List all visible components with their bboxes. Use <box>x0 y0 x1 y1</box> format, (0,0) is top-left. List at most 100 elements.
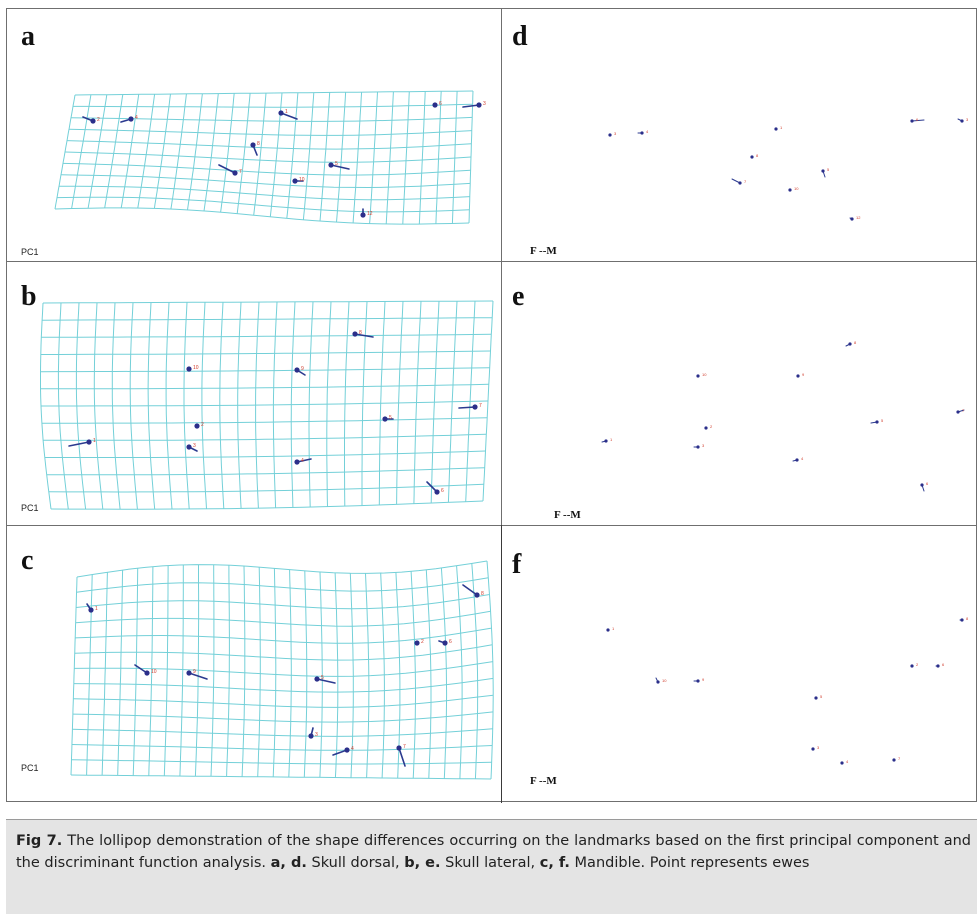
grid-column-line <box>456 565 463 779</box>
lollipop-dot <box>848 342 852 346</box>
landmark-number: 6 <box>449 639 452 645</box>
fm-label-f: F --M <box>530 775 557 787</box>
grid-row-line <box>74 644 493 661</box>
grid-row-line <box>71 759 492 765</box>
landmark-number: 7 <box>239 169 242 175</box>
lollipop-dot <box>788 188 792 192</box>
caption-ref-3: c, f. <box>539 855 570 871</box>
grid-column-line <box>410 571 416 779</box>
grid-row-line <box>64 151 472 163</box>
panel-letter-c: c <box>21 545 34 576</box>
landmark-number: 3 <box>315 732 318 738</box>
lollipop-stick <box>462 584 478 596</box>
grid-column-line <box>272 568 277 777</box>
lollipop-dot <box>88 607 94 613</box>
grid-row-line <box>40 350 491 355</box>
landmark-number: 4 <box>135 115 138 121</box>
landmark-number: 5 <box>820 694 823 699</box>
landmark-number: 4 <box>846 759 849 764</box>
grid-lines <box>70 560 494 780</box>
grid-row-line <box>46 467 485 476</box>
landmark-number: 4 <box>646 129 649 134</box>
landmark-number: 2 <box>97 117 100 123</box>
landmark-number: 4 <box>301 458 304 464</box>
lollipop-dot <box>352 331 358 337</box>
landmark-number: 5 <box>335 161 338 167</box>
caption-text-4: Mandible. Point represents ewes <box>569 855 810 871</box>
grid-column-line <box>303 570 308 778</box>
landmark-number: 8 <box>966 616 969 621</box>
grid-row-line <box>76 560 488 578</box>
grid-column-line <box>75 302 87 510</box>
lollipop-dot <box>144 670 150 676</box>
grid-column-line <box>435 91 442 224</box>
grid-row-line <box>41 400 489 407</box>
grid-column-line <box>71 94 92 209</box>
grid-lines <box>40 300 494 510</box>
landmark-number: 6 <box>441 488 444 494</box>
landmark-number: 5 <box>827 167 830 172</box>
landmark-number: 1 <box>93 438 96 444</box>
lollipop-dot <box>960 119 964 123</box>
grid-column-line <box>93 302 104 510</box>
grid-column-line <box>57 302 69 510</box>
panel-letter-d: d <box>512 21 528 52</box>
lollipop-dot <box>840 761 844 765</box>
grid-column-line <box>349 573 354 778</box>
landmark-number: 10 <box>662 678 667 683</box>
landmark-number: 4 <box>801 456 804 461</box>
grid-column-line <box>286 92 299 219</box>
grid-column-line <box>253 93 267 216</box>
lollipop-dot <box>432 102 438 108</box>
grid-column-line <box>187 93 203 210</box>
grid-row-line <box>71 744 493 751</box>
lollipop-dot <box>956 410 960 414</box>
lollipop-stick <box>330 164 350 170</box>
lollipop-dot <box>656 680 660 684</box>
lollipop-dot <box>414 640 420 646</box>
lollipop-dot <box>738 181 742 185</box>
landmark-number: 8 <box>756 153 759 158</box>
grid-column-line <box>447 301 458 503</box>
grid-column-line <box>255 301 260 509</box>
landmark-number: 8 <box>854 340 857 345</box>
lollipop-dot <box>186 670 192 676</box>
landmark-number: 12 <box>856 215 861 220</box>
grid-column-line <box>430 301 440 504</box>
grid-row-line <box>74 90 474 96</box>
grid-row-line <box>50 500 484 510</box>
panel-e-skull-lateral-dfa: 8 10 9 2 3 1 5 7 4 6 e F --M <box>502 271 977 525</box>
figure-caption: Fig 7. The lollipop demonstration of the… <box>6 819 977 914</box>
landmark-number: 3 <box>817 745 820 750</box>
panel-letter-b: b <box>21 281 37 312</box>
caption-text-3: Skull lateral, <box>440 855 540 871</box>
grid-column-line <box>486 560 494 780</box>
lollipop-stick <box>280 112 298 120</box>
grid-row-line <box>76 594 490 610</box>
grid-column-line <box>269 92 283 217</box>
grid-column-line <box>101 572 108 776</box>
panel-letter-f: f <box>512 549 522 580</box>
grid-row-line <box>66 140 472 150</box>
lollipop-dot <box>314 676 320 682</box>
lollipop-dot <box>186 444 192 450</box>
panel-a-skull-dorsal-pc1: 2 4 1 8 7 10 5 6 3 12 a PC1 <box>7 9 501 261</box>
grid-row-line <box>42 300 494 304</box>
grid-column-line <box>203 93 219 212</box>
grid-column-line <box>334 572 339 778</box>
landmark-number: 3 <box>614 131 617 136</box>
landmark-number: 9 <box>702 677 705 682</box>
lollipop-dot <box>128 116 134 122</box>
caption-ref-1: a, d. <box>270 855 307 871</box>
landmark-number: 6 <box>439 101 442 107</box>
deformation-grid-b: 8 10 9 2 3 1 5 7 4 6 <box>40 300 494 510</box>
landmark-number: 7 <box>962 408 965 413</box>
lollipop-dot <box>811 747 815 751</box>
landmark-number: 2 <box>421 639 424 645</box>
lollipop-dot <box>360 212 366 218</box>
landmarks: 3 4 1 8 7 10 5 6 3 12 <box>608 117 969 221</box>
lollipop-dot <box>704 426 708 430</box>
landmark-number: 8 <box>257 141 260 147</box>
grid-column-line <box>352 92 363 224</box>
grid-column-line <box>219 302 225 509</box>
